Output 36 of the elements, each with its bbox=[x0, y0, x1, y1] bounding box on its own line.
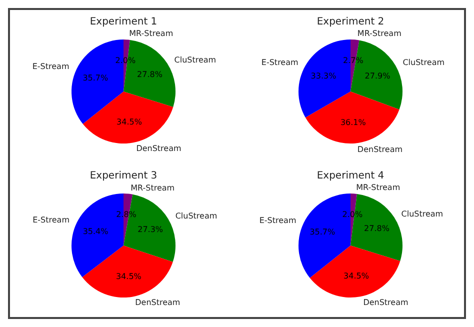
slice-label: CluStream bbox=[174, 56, 216, 65]
slice-label: MR-Stream bbox=[357, 29, 402, 38]
data-label: 34.5% bbox=[116, 271, 142, 280]
slice-label: E-Stream bbox=[261, 58, 299, 67]
data-label: 27.8% bbox=[137, 70, 163, 80]
slice-label: E-Stream bbox=[259, 215, 296, 224]
slice-label: E-Stream bbox=[32, 214, 70, 224]
chart-title: Experiment 3 bbox=[90, 170, 158, 181]
slice-label: CluStream bbox=[175, 210, 218, 220]
data-label: 2.8% bbox=[116, 209, 137, 218]
data-label: 2.7% bbox=[342, 56, 364, 65]
data-label: 34.5% bbox=[344, 271, 370, 280]
data-label: 35.4% bbox=[82, 226, 109, 236]
data-label: 2.0% bbox=[115, 56, 136, 65]
slice-label: DenStream bbox=[357, 144, 403, 154]
slice-label: CluStream bbox=[401, 209, 444, 218]
data-label: 27.3% bbox=[138, 224, 164, 234]
slice-label: MR-Stream bbox=[129, 29, 174, 38]
chart-title: Experiment 2 bbox=[316, 16, 384, 28]
data-label: 33.3% bbox=[310, 71, 337, 80]
chart-title: Experiment 1 bbox=[90, 16, 158, 28]
chart-title: Experiment 4 bbox=[316, 170, 384, 181]
slice-label: CluStream bbox=[402, 58, 445, 67]
data-label: 36.1% bbox=[340, 118, 366, 128]
slice-label: MR-Stream bbox=[130, 182, 175, 192]
data-label: 27.9% bbox=[364, 71, 391, 80]
slice-label: DenStream bbox=[363, 298, 408, 307]
slice-label: DenStream bbox=[135, 298, 180, 307]
slice-label: E-Stream bbox=[32, 62, 70, 71]
data-label: 2.0% bbox=[342, 209, 364, 218]
slice-label: MR-Stream bbox=[356, 182, 400, 192]
data-label: 27.8% bbox=[364, 224, 390, 233]
data-label: 35.7% bbox=[310, 226, 336, 236]
data-label: 34.5% bbox=[116, 118, 142, 127]
data-label: 35.7% bbox=[82, 73, 108, 82]
slice-label: DenStream bbox=[136, 144, 182, 154]
